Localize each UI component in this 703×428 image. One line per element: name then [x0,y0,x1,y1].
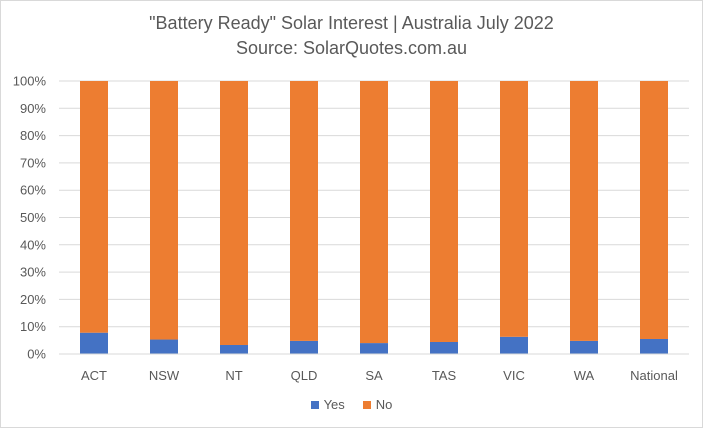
bar-no-sa [360,81,388,344]
x-tick-label: VIC [503,368,525,383]
legend: Yes No [1,397,702,412]
legend-item-no: No [362,397,393,412]
bar-no-vic [500,81,528,337]
bar-yes-vic [500,336,528,354]
legend-item-yes: Yes [310,397,345,412]
x-tick-label: NSW [149,368,180,383]
y-tick-label: 50% [20,210,46,225]
bar-yes-nt [220,344,248,354]
x-tick-label: WA [574,368,595,383]
y-tick-label: 80% [20,128,46,143]
bar-no-nsw [150,81,178,340]
legend-swatch-no [362,400,371,409]
x-tick-label: National [630,368,678,383]
bar-yes-wa [570,340,598,354]
y-tick-label: 70% [20,155,46,170]
y-axis-labels: 0% 10% 20% 30% 40% 50% 60% 70% 80% 90% 100% [13,74,47,362]
bar-yes-national [640,338,668,354]
chart-title: "Battery Ready" Solar Interest | Austral… [149,13,554,33]
x-tick-label: SA [365,368,383,383]
bar-yes-sa [360,343,388,354]
bar-no-qld [290,81,318,341]
legend-label-yes: Yes [323,397,345,412]
legend-swatch-yes [310,400,319,409]
x-tick-label: ACT [81,368,107,383]
bars [80,81,668,354]
chart-subtitle: Source: SolarQuotes.com.au [235,38,468,58]
bar-no-act [80,81,108,333]
x-axis-labels: ACT NSW NT QLD SA TAS VIC WA National [81,368,678,383]
bar-yes-act [80,332,108,354]
y-tick-label: 40% [20,237,46,252]
y-tick-label: 10% [20,319,46,334]
bar-no-national [640,81,668,339]
bar-yes-tas [430,341,458,354]
x-tick-label: TAS [432,368,457,383]
y-tick-label: 60% [20,183,46,198]
legend-label-no: No [375,397,393,412]
bar-no-wa [570,81,598,341]
x-tick-label: QLD [291,368,318,383]
y-tick-label: 100% [13,74,47,89]
bar-no-nt [220,81,248,345]
y-tick-label: 30% [20,265,46,280]
y-tick-label: 20% [20,292,46,307]
bar-no-tas [430,81,458,342]
x-tick-label: NT [225,368,242,383]
bar-yes-qld [290,340,318,354]
y-tick-label: 0% [27,347,46,362]
bar-yes-nsw [150,339,178,354]
y-tick-label: 90% [20,101,46,116]
